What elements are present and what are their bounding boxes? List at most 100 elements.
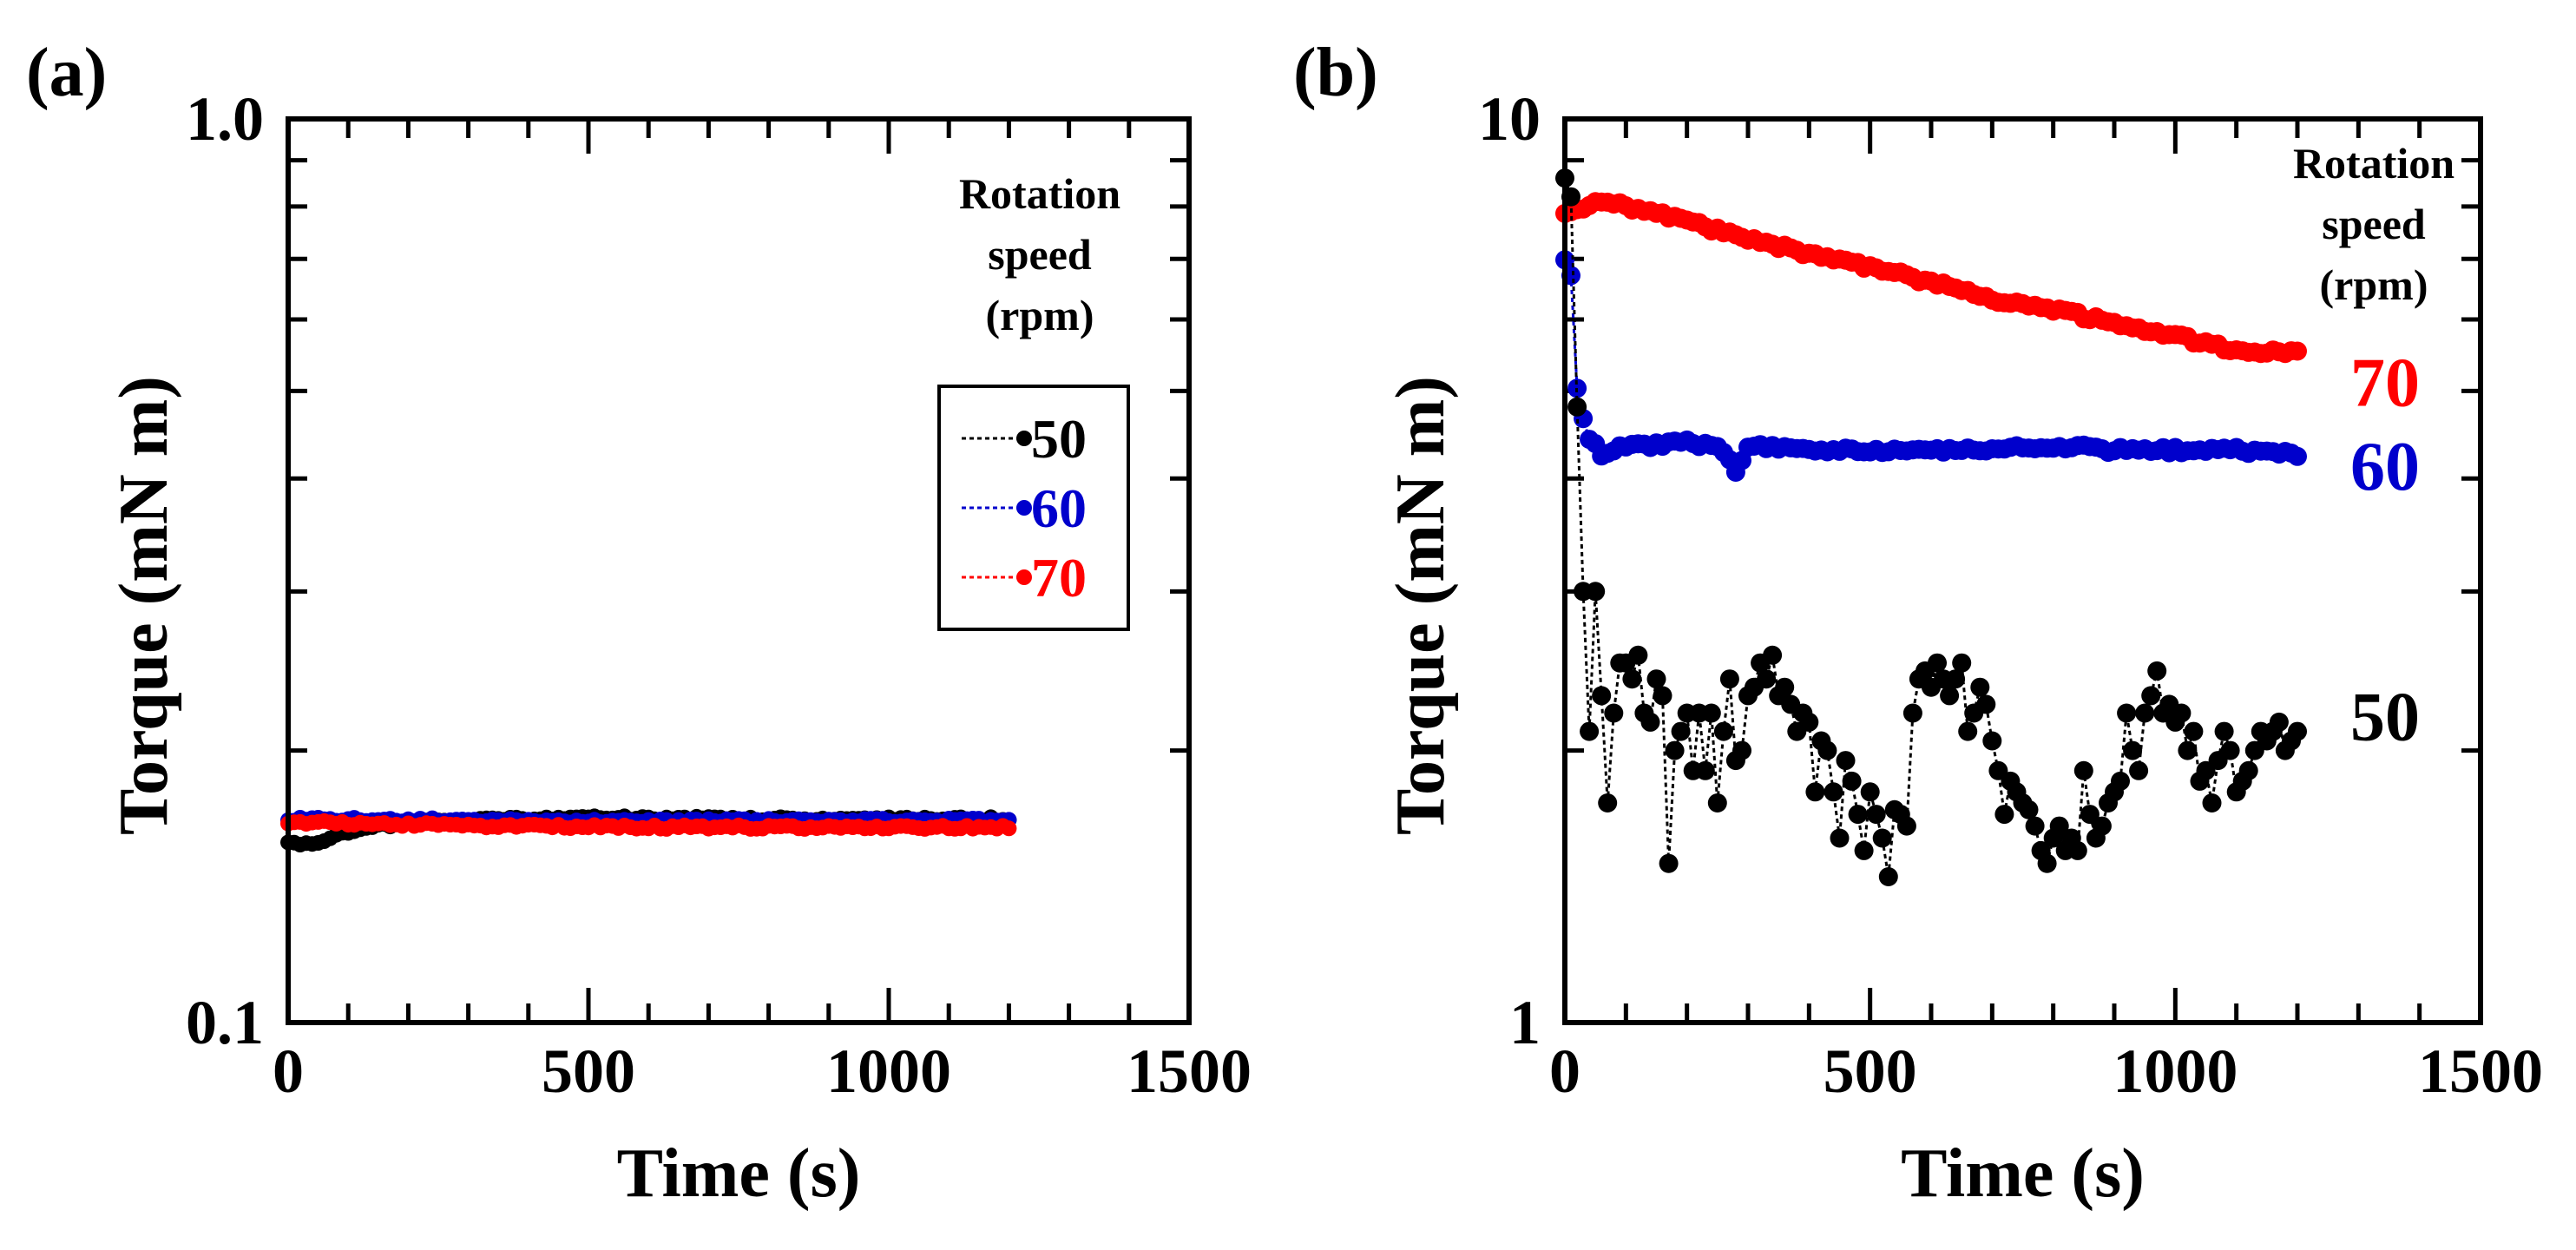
data-point — [1830, 828, 1850, 848]
data-point — [1940, 686, 1960, 706]
data-point — [1707, 793, 1727, 812]
data-point — [2184, 721, 2204, 741]
data-point — [1902, 703, 1922, 723]
data-point — [1799, 712, 1819, 732]
data-point — [1671, 721, 1691, 741]
data-point — [2025, 816, 2045, 836]
data-point — [1982, 731, 2002, 751]
x-axis-title: Time (s) — [1901, 1135, 2145, 1212]
series-70 — [280, 812, 1017, 837]
legend-marker — [1016, 431, 1032, 446]
plot-area — [280, 808, 1017, 852]
data-point — [2073, 760, 2093, 780]
x-tick-label: 1000 — [2113, 1036, 2238, 1106]
plot-frame — [286, 116, 1192, 1025]
y-tick-label: 10 — [1478, 84, 1541, 154]
x-tick-label: 1000 — [826, 1036, 951, 1106]
legend-entry: 50 — [1031, 408, 1087, 470]
data-point — [1763, 645, 1783, 665]
data-point — [1598, 793, 1618, 812]
data-point — [2202, 793, 2222, 812]
data-point — [1622, 669, 1642, 689]
data-point — [2141, 686, 2161, 706]
data-point — [1878, 867, 1898, 886]
data-point — [1836, 751, 1856, 771]
data-point — [2178, 740, 2198, 760]
data-point — [1958, 721, 1978, 741]
y-tick-label: 1 — [1509, 988, 1541, 1057]
data-point — [1866, 805, 1886, 825]
panel-label: (b) — [1293, 35, 1378, 111]
data-point — [1970, 677, 1990, 697]
data-point — [1665, 740, 1685, 760]
x-tick-label: 1500 — [1127, 1036, 1252, 1106]
legend-entry: 50 — [2350, 680, 2420, 756]
data-point — [1994, 805, 2014, 825]
data-point — [1567, 397, 1587, 417]
y-tick-label: 0.1 — [186, 988, 264, 1057]
x-tick-label: 1500 — [2418, 1036, 2543, 1106]
data-point — [1604, 703, 1624, 723]
legend-title: (rpm) — [986, 291, 1094, 339]
data-point — [1872, 828, 1892, 848]
data-point — [2288, 721, 2307, 741]
y-axis-title: Torque (mN m) — [106, 376, 182, 835]
legend-title: Rotation — [2293, 139, 2454, 188]
data-point — [2067, 840, 2087, 860]
legend: Rotation speed (rpm) 50 60 70 — [937, 169, 1130, 631]
data-point — [1586, 582, 1606, 602]
data-point — [2129, 760, 2149, 780]
x-axis-title: Time (s) — [617, 1135, 861, 1212]
legend-entry: 60 — [2350, 429, 2420, 505]
data-point — [1928, 653, 1947, 673]
legend-marker — [1016, 569, 1032, 585]
data-point — [2135, 703, 2155, 723]
data-point — [1976, 694, 1996, 714]
data-point — [1646, 669, 1666, 689]
y-tick-label: 1.0 — [186, 84, 264, 154]
panel-a: (a) 0 500 1000 1500 0.1 1.0 Time (s) Torque (mN … — [26, 35, 1252, 1212]
data-point — [1732, 740, 1751, 760]
data-point — [2049, 816, 2069, 836]
legend-marker — [1016, 500, 1032, 516]
data-point — [2269, 712, 2289, 732]
data-point — [2288, 446, 2307, 466]
data-point — [1659, 853, 1679, 873]
data-point — [1817, 740, 1837, 760]
series-50 — [1555, 168, 2307, 886]
data-point — [2037, 853, 2057, 873]
legend-title: Rotation — [959, 169, 1120, 218]
panel-b: (b) 0 500 1000 1500 1 10 Time (s) Torque (mN m) R… — [1293, 35, 2543, 1212]
plot-area — [1555, 168, 2307, 886]
data-point — [2019, 799, 2039, 819]
data-point — [1628, 645, 1648, 665]
legend-title: speed — [988, 230, 1092, 279]
panel-label: (a) — [26, 35, 107, 111]
data-point — [2111, 771, 2130, 791]
data-point — [1860, 782, 1880, 802]
data-point — [1713, 721, 1733, 741]
data-point — [2117, 703, 2137, 723]
data-point — [1952, 653, 1972, 673]
data-point — [1896, 816, 1916, 836]
data-point — [2238, 760, 2258, 780]
data-point — [1592, 686, 1612, 706]
data-point — [2214, 721, 2234, 741]
data-point — [1695, 760, 1715, 780]
data-point — [1824, 782, 1843, 802]
data-point — [2147, 661, 2167, 681]
data-point — [2092, 816, 2112, 836]
data-point — [2220, 740, 2240, 760]
data-point — [1001, 820, 1017, 837]
series-70 — [1555, 192, 2307, 364]
data-point — [1757, 669, 1777, 689]
data-point — [1580, 721, 1600, 741]
plot-frame — [1562, 116, 2483, 1025]
data-point — [2288, 341, 2307, 361]
data-point — [2123, 740, 2143, 760]
data-point — [1775, 677, 1795, 697]
data-point — [1842, 771, 1862, 791]
legend-entry: 70 — [1031, 547, 1087, 609]
data-point — [1946, 669, 1966, 689]
